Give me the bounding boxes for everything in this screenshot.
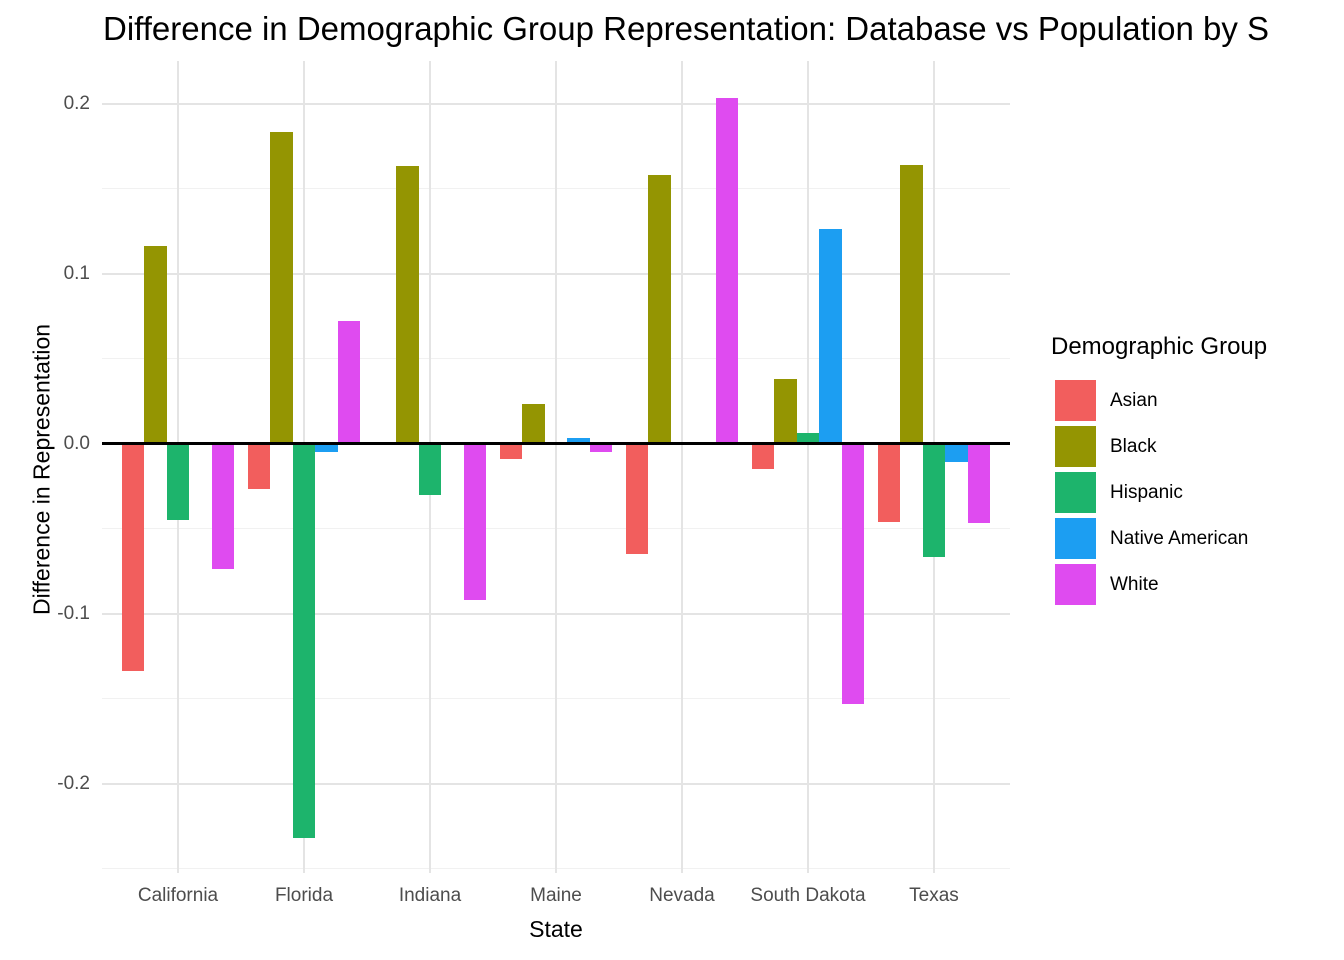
bar-florida-hispanic: [292, 443, 316, 838]
y-tick-label: -0.2: [57, 772, 90, 794]
bar-texas-hispanic: [922, 443, 946, 558]
bar-nevada-black: [648, 174, 671, 444]
legend-key-hispanic: [1055, 472, 1096, 513]
bar-florida-asian: [247, 443, 271, 490]
category-gridline: [807, 61, 809, 873]
x-tick-indiana: Indiana: [398, 885, 462, 906]
bar-california-black: [144, 246, 167, 444]
bar-nevada-white: [715, 98, 739, 444]
plot-panel: [102, 61, 1010, 873]
y-tick-label: -0.1: [57, 602, 90, 624]
bar-south-dakota-white: [841, 443, 865, 704]
legend-title: Demographic Group: [1051, 333, 1268, 360]
bar-south-dakota-native-american: [819, 229, 842, 444]
bar-south-dakota-black: [774, 378, 797, 444]
legend-item-asian: Asian: [1110, 390, 1158, 411]
x-tick-south-dakota: South Dakota: [750, 885, 866, 906]
bar-maine-black: [522, 404, 545, 444]
bar-maine-white: [589, 443, 613, 452]
legend-key-white: [1055, 564, 1096, 605]
y-tick-label: 0.1: [63, 262, 90, 284]
legend-key-black: [1055, 426, 1096, 467]
bar-south-dakota-asian: [751, 443, 775, 469]
bar-california-asian: [121, 443, 145, 672]
y-tick-label: 0.0: [63, 432, 90, 454]
bar-maine-native-american: [567, 438, 590, 444]
bar-maine-asian: [499, 443, 523, 459]
bar-indiana-black: [396, 166, 419, 444]
bar-texas-black: [900, 164, 923, 444]
chart-title: Difference in Demographic Group Represen…: [103, 10, 1270, 47]
bar-texas-white: [967, 443, 991, 524]
category-gridline: [681, 61, 683, 873]
bar-south-dakota-hispanic: [796, 433, 820, 444]
x-tick-texas: Texas: [909, 885, 959, 906]
bar-indiana-white: [463, 443, 487, 600]
legend-item-black: Black: [1110, 436, 1157, 457]
y-tick-label: 0.2: [63, 92, 90, 114]
legend-item-native-american: Native American: [1110, 528, 1249, 549]
category-gridline: [555, 61, 557, 873]
x-tick-florida: Florida: [274, 885, 334, 906]
bar-florida-black: [270, 132, 293, 444]
bar-texas-native-american: [945, 443, 968, 463]
legend-item-white: White: [1110, 574, 1159, 595]
x-tick-nevada: Nevada: [649, 885, 715, 906]
bar-texas-asian: [877, 443, 901, 522]
bar-indiana-hispanic: [418, 443, 442, 495]
bar-nevada-asian: [625, 443, 649, 554]
legend-key-asian: [1055, 380, 1096, 421]
zero-baseline: [102, 442, 1010, 445]
bar-florida-white: [337, 321, 361, 444]
bar-california-hispanic: [166, 443, 190, 520]
legend-item-hispanic: Hispanic: [1110, 482, 1183, 503]
x-tick-california: California: [137, 885, 219, 906]
x-tick-maine: Maine: [530, 885, 582, 906]
x-axis-title: State: [529, 916, 583, 942]
legend-key-native-american: [1055, 518, 1096, 559]
bar-california-white: [211, 443, 235, 570]
bar-florida-native-american: [315, 443, 338, 452]
